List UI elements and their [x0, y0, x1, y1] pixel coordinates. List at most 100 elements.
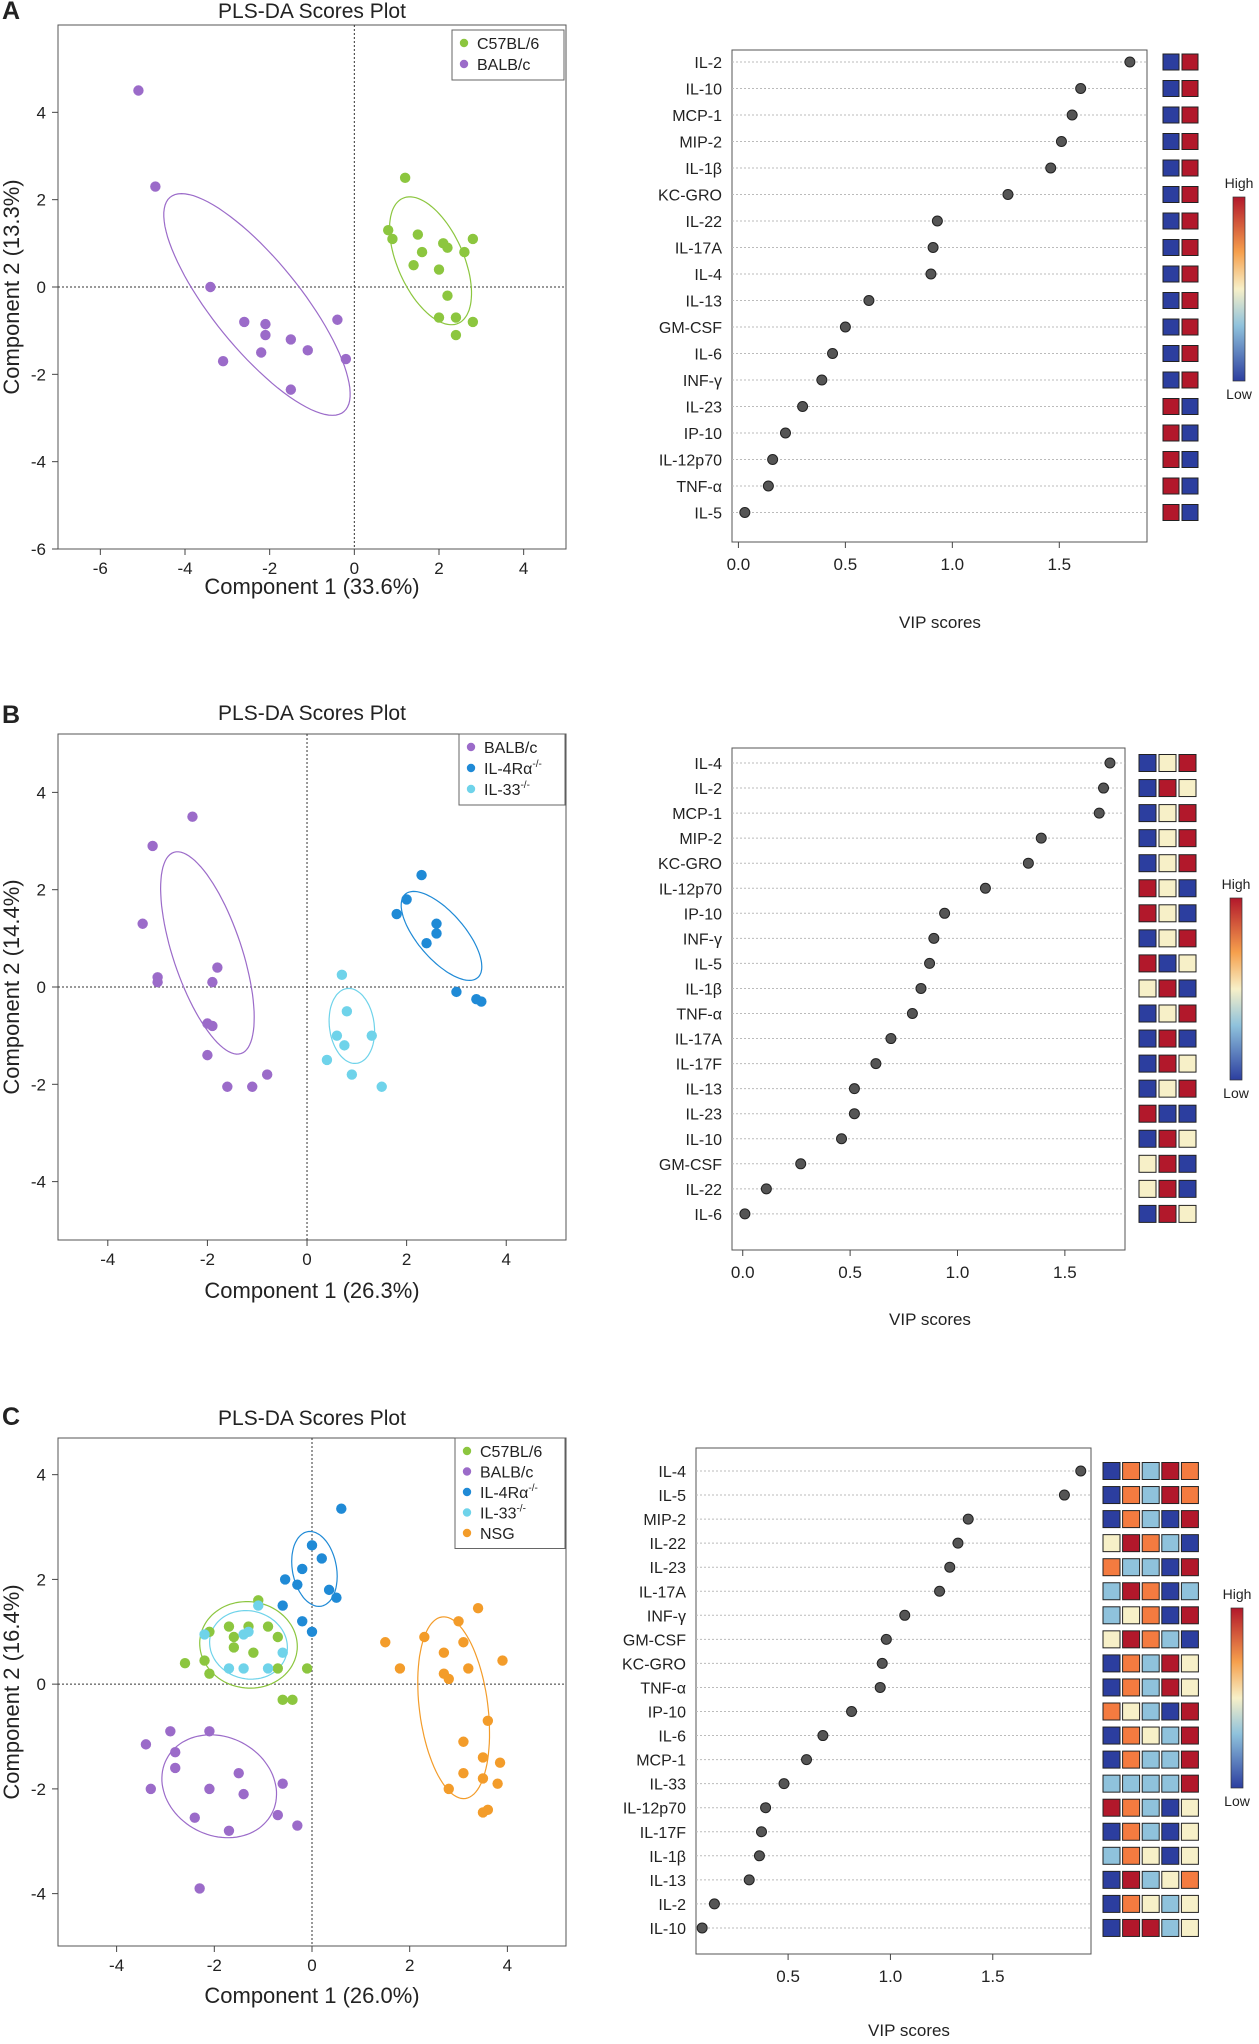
- heatmap-column-labels: BALB/cIL-33-/-IL-4Rα-/-: [0, 0, 48, 3]
- heatmap-cell: [1178, 804, 1197, 823]
- heatmap-cell: [1138, 1179, 1157, 1198]
- vip-point: [885, 1033, 897, 1045]
- heatmap-cell: [1161, 1630, 1180, 1649]
- legend-swatch: [466, 784, 476, 794]
- heatmap-cell: [1180, 1846, 1199, 1865]
- heatmap-cell: [1161, 1702, 1180, 1721]
- ellipse-balb-c: [159, 851, 255, 1055]
- scatter-panel-c: PLS-DA Scores Plot Component 1 (26.0%) C…: [0, 1407, 567, 2008]
- cytokine-label: IL-1β: [685, 981, 722, 998]
- heatmap-cell: [1158, 754, 1177, 772]
- scale-low-label: Low: [1223, 1085, 1250, 1101]
- heatmap-cell: [1102, 1510, 1121, 1529]
- heatmap-cell: [1181, 239, 1199, 256]
- heatmap-cell: [1161, 1774, 1180, 1793]
- point-il-33: [223, 1663, 235, 1674]
- point-c57bl-6: [228, 1631, 240, 1643]
- heatmap-cell: [1138, 854, 1157, 873]
- point-il-4ra: [306, 1626, 318, 1637]
- point-balb-c: [260, 329, 271, 341]
- heatmap-cell: [1161, 1534, 1180, 1553]
- heatmap-cell: [1141, 1726, 1160, 1745]
- point-il-33: [341, 1006, 353, 1017]
- heatmap-cell: [1181, 80, 1199, 97]
- cytokine-label: IL-4: [658, 1464, 686, 1481]
- cytokine-label: TNF-α: [640, 1680, 686, 1697]
- point-c57bl-6: [223, 1621, 235, 1632]
- point-balb-c: [170, 1762, 181, 1774]
- vip-point: [876, 1657, 888, 1669]
- vip-point: [1104, 757, 1116, 769]
- x-tick-label: -2: [200, 1250, 215, 1269]
- heatmap-cell: [1180, 1582, 1199, 1601]
- heatmap-cell: [1138, 829, 1157, 848]
- cytokine-label: IL-17A: [675, 1032, 722, 1049]
- cytokine-label: IL-10: [650, 1921, 687, 1938]
- ellipse-nsg: [417, 1616, 491, 1800]
- heatmap-cell: [1180, 1726, 1199, 1745]
- cytokine-label: MIP-2: [643, 1512, 686, 1529]
- y-tick-label: -4: [31, 1173, 46, 1192]
- vip-point: [952, 1537, 964, 1549]
- point-c57bl-6: [459, 246, 470, 258]
- cytokine-label: IL-6: [694, 347, 722, 364]
- heatmap-cell: [1141, 1918, 1160, 1937]
- heatmap-cell: [1162, 504, 1180, 521]
- heatmap-column-labels: BALB/cC57BL/6: [0, 0, 47, 3]
- heatmap-cell: [1178, 854, 1197, 873]
- heatmap-cell: [1178, 1079, 1197, 1098]
- vip-point: [827, 348, 839, 359]
- color-gradient-bar: [1229, 897, 1243, 1081]
- cytokine-label: MIP-2: [679, 831, 722, 848]
- point-nsg: [458, 1767, 469, 1779]
- point-nsg: [394, 1663, 406, 1674]
- heatmap-cell: [1161, 1846, 1180, 1865]
- color-scale-c: High Low: [1223, 1586, 1252, 1809]
- x-ticks: 0.0 0.5 1.0 1.5: [731, 1250, 1077, 1282]
- point-c57bl-6: [272, 1663, 284, 1674]
- y-tick-label: -4: [31, 453, 46, 472]
- cytokine-label: IL-1β: [649, 1849, 686, 1866]
- confidence-ellipses: [163, 192, 473, 416]
- vip-point: [708, 1898, 720, 1910]
- vip-point: [1066, 109, 1078, 121]
- heatmap-column-label: IL-33-/-: [0, 0, 39, 3]
- cytokine-label: MIP-2: [679, 135, 722, 152]
- heatmap-cell: [1178, 979, 1197, 998]
- plot-frame: [731, 49, 1148, 543]
- heatmap-cell: [1138, 1079, 1157, 1098]
- heatmap-cell: [1162, 398, 1180, 415]
- heatmap-cell: [1122, 1894, 1141, 1913]
- vip-point: [739, 507, 751, 518]
- heatmap-cell: [1161, 1918, 1180, 1937]
- point-nsg: [482, 1715, 494, 1727]
- vip-point: [762, 480, 774, 492]
- point-il-33: [277, 1647, 288, 1658]
- heatmap-column-labels: BALB/cC57BL/6IL-33-/-IL-4Rα-/-NSG: [0, 0, 48, 3]
- x-axis-label: VIP scores: [899, 613, 981, 632]
- score-points: [140, 1503, 508, 1894]
- heatmap-cell: [1162, 186, 1180, 203]
- cytokine-label: IL-22: [650, 1536, 687, 1553]
- vip-point: [863, 295, 875, 306]
- vip-point: [779, 427, 791, 439]
- legend-swatch: [466, 742, 476, 752]
- heatmap-column-label: BALB/c: [0, 0, 40, 3]
- point-c57bl-6: [383, 225, 394, 236]
- heatmap-cell: [1122, 1846, 1141, 1865]
- heatmap-cell: [1141, 1846, 1160, 1865]
- heatmap-cell: [1158, 1054, 1177, 1073]
- heatmap-cell: [1158, 1154, 1177, 1173]
- point-balb-c: [207, 976, 218, 988]
- heatmap-column-label: IL-4Rα-/-: [0, 0, 48, 3]
- point-il-4ra: [279, 1574, 291, 1585]
- point-c57bl-6: [387, 233, 398, 245]
- y-tick-label: 2: [37, 191, 46, 210]
- point-c57bl-6: [272, 1631, 284, 1643]
- x-tick-label: 4: [502, 1250, 511, 1269]
- point-il-33: [262, 1663, 274, 1674]
- heatmap-cell: [1102, 1678, 1121, 1697]
- vip-point: [1022, 857, 1034, 869]
- x-tick-label: 0.5: [834, 555, 858, 574]
- heatmap-cell: [1102, 1606, 1121, 1625]
